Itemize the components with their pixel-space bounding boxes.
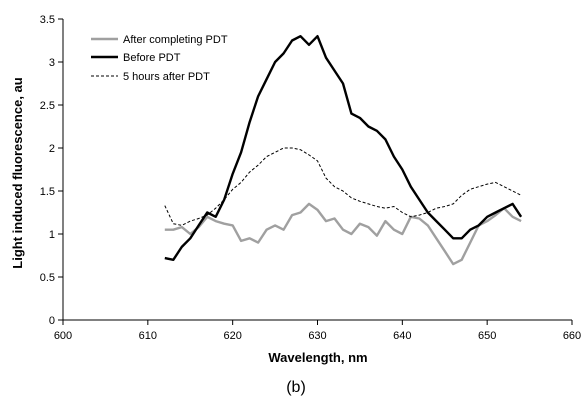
x-tick-label: 650 bbox=[478, 330, 496, 342]
y-tick-label: 3.5 bbox=[40, 14, 55, 26]
series-line-before-pdt bbox=[164, 35, 523, 261]
y-tick-label: 0.5 bbox=[40, 272, 55, 284]
y-axis-ticks: 0 0.5 1 1.5 2 2.5 3 3.5 bbox=[40, 14, 63, 327]
y-tick-label: 1 bbox=[49, 229, 55, 241]
x-axis-title: Wavelength, nm bbox=[268, 350, 367, 365]
x-tick-label: 610 bbox=[139, 330, 157, 342]
x-tick-label: 640 bbox=[393, 330, 411, 342]
y-tick-label: 3 bbox=[49, 57, 55, 69]
x-tick-label: 600 bbox=[54, 330, 72, 342]
y-tick-label: 1.5 bbox=[40, 186, 55, 198]
x-tick-label: 630 bbox=[308, 330, 326, 342]
x-tick-label: 660 bbox=[563, 330, 581, 342]
x-tick-label: 620 bbox=[223, 330, 241, 342]
legend-label-before-pdt: Before PDT bbox=[123, 52, 181, 64]
legend: After completing PDT Before PDT 5 hours … bbox=[91, 34, 228, 83]
y-tick-label: 0 bbox=[49, 315, 55, 327]
legend-label-5-hours-after-pdt: 5 hours after PDT bbox=[123, 71, 210, 83]
series-line-after-completing-pdt bbox=[164, 202, 522, 266]
series-line-5-hours-after-pdt bbox=[164, 147, 522, 226]
y-tick-label: 2.5 bbox=[40, 100, 55, 112]
legend-label-after-completing-pdt: After completing PDT bbox=[123, 34, 228, 46]
x-axis-ticks: 600 610 620 630 640 650 660 bbox=[54, 320, 581, 342]
y-tick-label: 2 bbox=[49, 143, 55, 155]
y-axis-title: Light induced fluorescence, au bbox=[10, 77, 25, 268]
figure-caption: (b) bbox=[286, 379, 306, 396]
series-layer bbox=[164, 35, 523, 266]
